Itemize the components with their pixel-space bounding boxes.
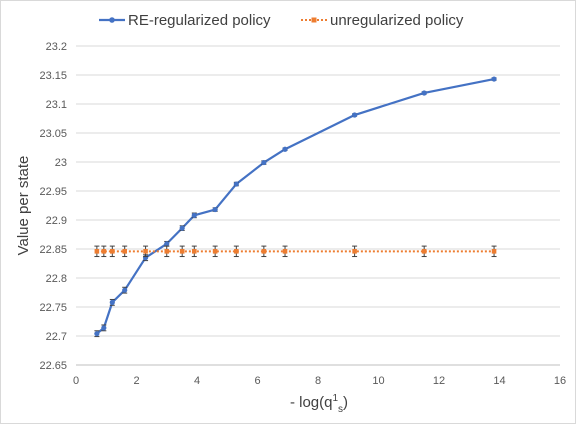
data-point [122,287,128,293]
data-point [421,249,427,254]
data-point [179,225,185,231]
y-tick-label: 22.75 [39,302,67,314]
data-point [101,325,107,331]
legend-marker-unregularized [311,17,317,23]
data-point [164,241,170,247]
y-tick-label: 22.95 [39,186,67,198]
data-point [352,112,358,118]
data-point [109,299,115,305]
x-tick-label: 8 [315,375,321,387]
series-1 [94,245,497,258]
y-axis-title: Value per state [15,156,32,256]
x-axis-title-close: ) [343,394,348,411]
data-point [143,249,148,254]
y-tick-label: 22.8 [46,273,67,285]
data-point [191,212,197,218]
data-point [164,249,170,254]
gridlines [76,45,560,337]
data-point [352,249,357,254]
data-point [179,249,185,254]
data-point [212,249,218,254]
y-tick-label: 23 [55,157,67,169]
data-point [234,249,239,254]
data-point [212,206,218,213]
x-tick-label: 6 [254,375,260,387]
data-point [233,181,239,187]
x-axis-title-sup: 1 [332,393,338,404]
x-tick-label: 14 [493,375,505,387]
data-point [282,146,288,152]
y-tick-label: 22.85 [39,244,67,256]
legend-marker-re-regularized [109,17,115,23]
data-point [421,90,427,96]
x-axis-title-main: - log(q [290,394,333,411]
x-tick-label: 12 [433,375,445,387]
x-axis-title-sub: s [338,404,343,415]
data-point [282,249,288,254]
legend-label-re-regularized: RE-regularized policy [128,12,271,29]
y-tick-label: 22.9 [46,215,67,227]
y-tick-labels: 22.65 22.7 22.75 22.8 22.85 22.9 22.95 23 23.05 2… [39,41,67,372]
y-tick-label: 22.7 [46,331,67,343]
legend-label-unregularized: unregularized policy [330,12,464,29]
data-point [491,76,497,82]
x-tick-label: 0 [73,375,79,387]
data-point [261,159,267,166]
legend: RE-regularized policy unregularized poli… [99,12,464,29]
data-point [261,249,267,254]
y-tick-label: 23.15 [39,70,67,82]
x-tick-label: 4 [194,375,200,387]
data-point [110,249,115,254]
data-point [191,249,197,254]
y-tick-label: 23.2 [46,41,67,53]
x-tick-label: 10 [372,375,384,387]
data-point [491,249,497,254]
series-line [96,77,495,335]
series-marks [94,76,497,338]
y-tick-label: 23.05 [39,128,67,140]
x-axis-title: - log(q1s) [290,393,348,415]
y-tick-label: 23.1 [46,99,67,111]
x-tick-labels: 0 2 4 6 8 10 12 14 16 [73,375,566,387]
series-0 [94,76,497,338]
data-point [122,249,128,254]
x-tick-label: 2 [133,375,139,387]
y-tick-label: 22.65 [39,360,67,372]
data-point [94,249,100,254]
data-point [94,331,100,337]
x-tick-label: 16 [554,375,566,387]
data-point [101,249,107,254]
